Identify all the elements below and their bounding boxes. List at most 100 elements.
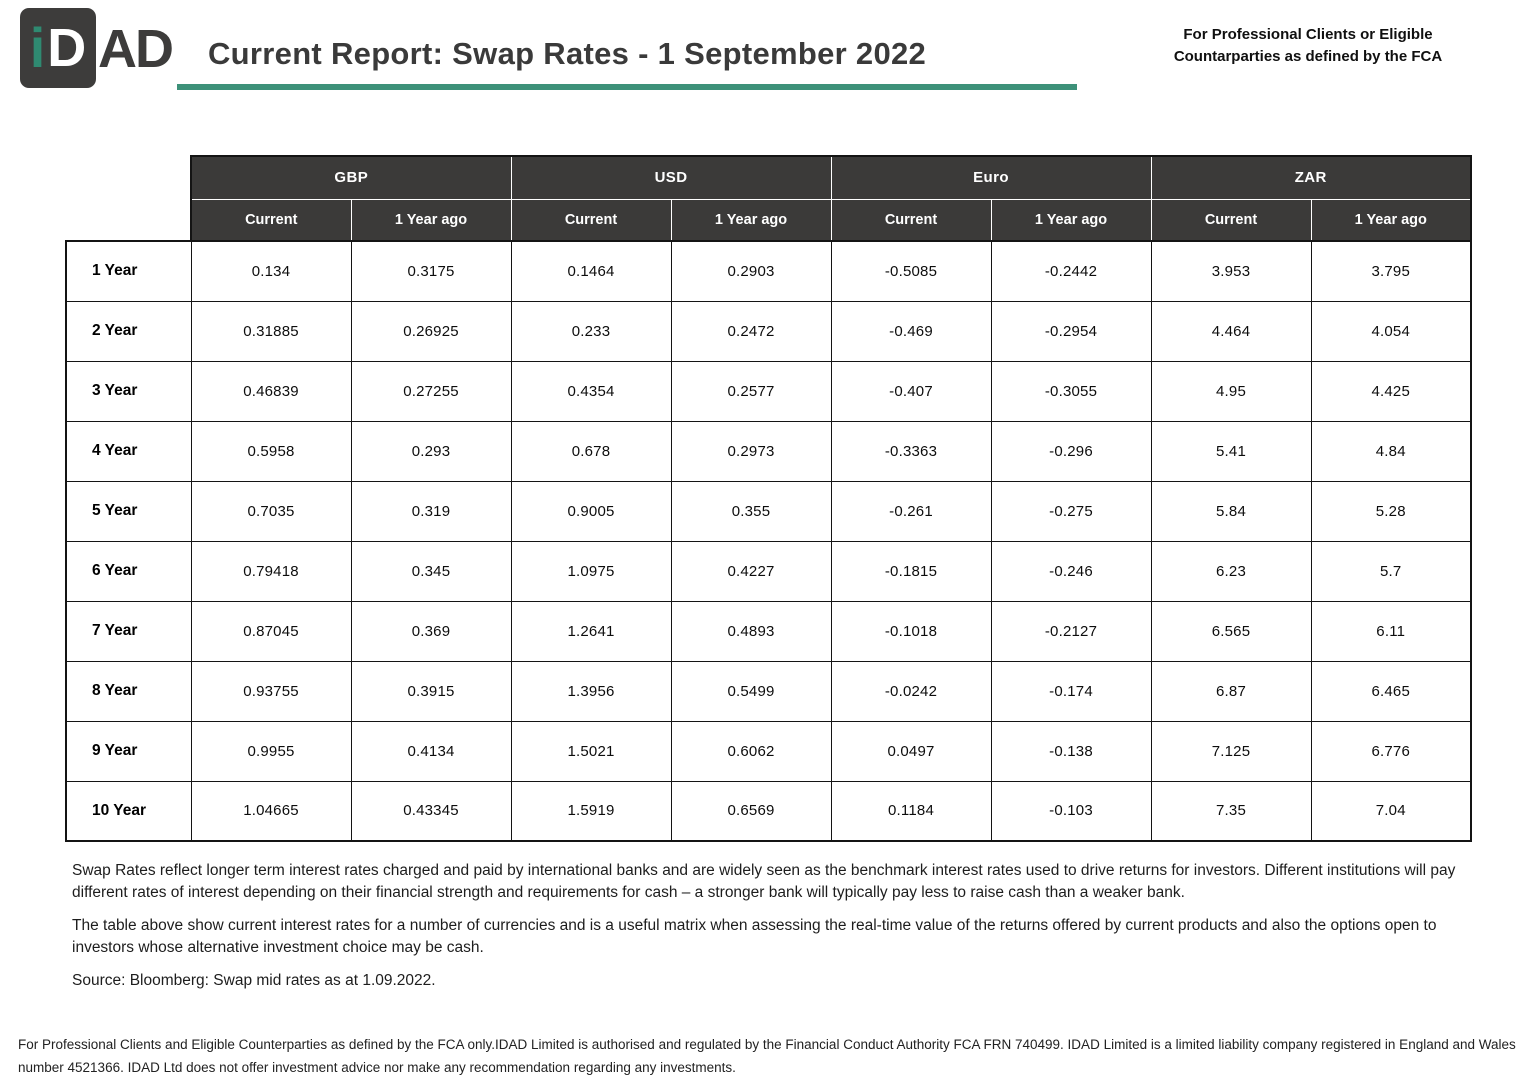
rate-cell: 0.4893 — [670, 600, 832, 662]
row-label: 3 Year — [65, 360, 192, 422]
row-label: 4 Year — [65, 420, 192, 482]
rate-cell: -0.261 — [830, 480, 992, 542]
rate-cell: -0.2127 — [990, 600, 1152, 662]
rate-cell: 0.2973 — [670, 420, 832, 482]
rate-cell: -0.296 — [990, 420, 1152, 482]
rate-cell: -0.5085 — [830, 240, 992, 302]
rate-cell: -0.469 — [830, 300, 992, 362]
rate-cell: -0.0242 — [830, 660, 992, 722]
currency-group-row: GBP USD Euro ZAR — [66, 155, 1472, 200]
table-corner — [66, 199, 191, 241]
rate-cell: 0.5499 — [670, 660, 832, 722]
rate-cell: -0.174 — [990, 660, 1152, 722]
rate-cell: 0.319 — [350, 480, 512, 542]
rate-cell: 0.79418 — [190, 540, 352, 602]
row-label: 9 Year — [65, 720, 192, 782]
rate-cell: 0.27255 — [350, 360, 512, 422]
fca-disclaimer: For Professional Clients or Eligible Cou… — [1148, 24, 1468, 68]
rate-cell: -0.1815 — [830, 540, 992, 602]
rate-cell: 0.6062 — [670, 720, 832, 782]
rate-cell: 0.3175 — [350, 240, 512, 302]
rate-cell: 5.7 — [1310, 540, 1472, 602]
rate-cell: 0.0497 — [830, 720, 992, 782]
rate-cell: 0.1184 — [830, 780, 992, 842]
rate-cell: 0.678 — [510, 420, 672, 482]
table-row: 1 Year 0.134 0.3175 0.1464 0.2903 -0.5085 -0.2… — [65, 240, 1472, 302]
rate-cell: 0.9005 — [510, 480, 672, 542]
rate-cell: 0.2472 — [670, 300, 832, 362]
rate-cell: 0.4227 — [670, 540, 832, 602]
swap-table-body: 1 Year 0.134 0.3175 0.1464 0.2903 -0.5085 -0.2… — [65, 240, 1472, 842]
table-row: 3 Year 0.46839 0.27255 0.4354 0.2577 -0.407 -0… — [65, 360, 1472, 422]
subheader-gbp-current: Current — [190, 198, 352, 242]
subheader-usd-current: Current — [510, 198, 672, 242]
currency-header-usd: USD — [510, 155, 832, 200]
rate-cell: 0.233 — [510, 300, 672, 362]
legal-footer: For Professional Clients and Eligible Co… — [18, 1037, 1516, 1075]
rate-cell: 6.87 — [1150, 660, 1312, 722]
currency-header-euro: Euro — [830, 155, 1152, 200]
rate-cell: -0.103 — [990, 780, 1152, 842]
rate-cell: 0.9955 — [190, 720, 352, 782]
rate-cell: 4.425 — [1310, 360, 1472, 422]
subheader-zar-current: Current — [1150, 198, 1312, 242]
table-row: 6 Year 0.79418 0.345 1.0975 0.4227 -0.1815 -0.… — [65, 540, 1472, 602]
rate-cell: 0.4134 — [350, 720, 512, 782]
fca-disclaimer-line1: For Professional Clients or Eligible — [1183, 26, 1433, 43]
rate-cell: 0.355 — [670, 480, 832, 542]
title-underline — [177, 84, 1077, 90]
rate-cell: 0.46839 — [190, 360, 352, 422]
rate-cell: 6.11 — [1310, 600, 1472, 662]
rate-cell: 0.369 — [350, 600, 512, 662]
logo-letter-i: i — [29, 16, 46, 79]
rate-cell: 0.2903 — [670, 240, 832, 302]
rate-cell: -0.275 — [990, 480, 1152, 542]
rate-cell: 0.293 — [350, 420, 512, 482]
rate-cell: -0.2954 — [990, 300, 1152, 362]
table-row: 9 Year 0.9955 0.4134 1.5021 0.6062 0.0497 -0.1… — [65, 720, 1472, 782]
rate-cell: 7.35 — [1150, 780, 1312, 842]
notes-section: Swap Rates reflect longer term interest … — [72, 860, 1464, 1003]
rate-cell: -0.3363 — [830, 420, 992, 482]
rate-cell: 4.95 — [1150, 360, 1312, 422]
row-label: 8 Year — [65, 660, 192, 722]
logo-letter-d: D — [47, 18, 87, 78]
rate-cell: 6.776 — [1310, 720, 1472, 782]
rate-cell: 1.0975 — [510, 540, 672, 602]
rate-cell: 0.26925 — [350, 300, 512, 362]
rate-cell: 0.87045 — [190, 600, 352, 662]
rate-cell: -0.3055 — [990, 360, 1152, 422]
table-corner — [66, 156, 191, 199]
rate-cell: -0.2442 — [990, 240, 1152, 302]
rate-cell: 7.04 — [1310, 780, 1472, 842]
rate-cell: 1.2641 — [510, 600, 672, 662]
rate-cell: 1.3956 — [510, 660, 672, 722]
rate-cell: 1.5919 — [510, 780, 672, 842]
rate-cell: 0.6569 — [670, 780, 832, 842]
rate-cell: 6.23 — [1150, 540, 1312, 602]
rate-cell: 7.125 — [1150, 720, 1312, 782]
rate-cell: 5.84 — [1150, 480, 1312, 542]
table-row: 10 Year 1.04665 0.43345 1.5919 0.6569 0.1184-… — [65, 780, 1472, 842]
row-label: 2 Year — [65, 300, 192, 362]
note-paragraph-1: Swap Rates reflect longer term interest … — [72, 862, 1456, 901]
rate-cell: 0.1464 — [510, 240, 672, 302]
sub-header-row: Current 1 Year ago Current 1 Year ago Cu… — [66, 198, 1472, 242]
rate-cell: 5.28 — [1310, 480, 1472, 542]
fca-disclaimer-line2: Countarparties as defined by the FCA — [1173, 47, 1443, 65]
currency-header-gbp: GBP — [190, 155, 512, 200]
table-row: 5 Year 0.7035 0.319 0.9005 0.355 -0.261 -0.275… — [65, 480, 1472, 542]
rate-cell: 5.41 — [1150, 420, 1312, 482]
rate-cell: 1.5021 — [510, 720, 672, 782]
rate-cell: 0.7035 — [190, 480, 352, 542]
rate-cell: 0.5958 — [190, 420, 352, 482]
rate-cell: 0.93755 — [190, 660, 352, 722]
rate-cell: 3.795 — [1310, 240, 1472, 302]
rate-cell: -0.1018 — [830, 600, 992, 662]
subheader-usd-yearago: 1 Year ago — [670, 198, 832, 242]
note-paragraph-2: The table above show current interest ra… — [72, 917, 1437, 956]
idad-logo: i D AD — [20, 8, 174, 90]
row-label: 5 Year — [65, 480, 192, 542]
table-row: 7 Year 0.87045 0.369 1.2641 0.4893 -0.1018 -0.… — [65, 600, 1472, 662]
